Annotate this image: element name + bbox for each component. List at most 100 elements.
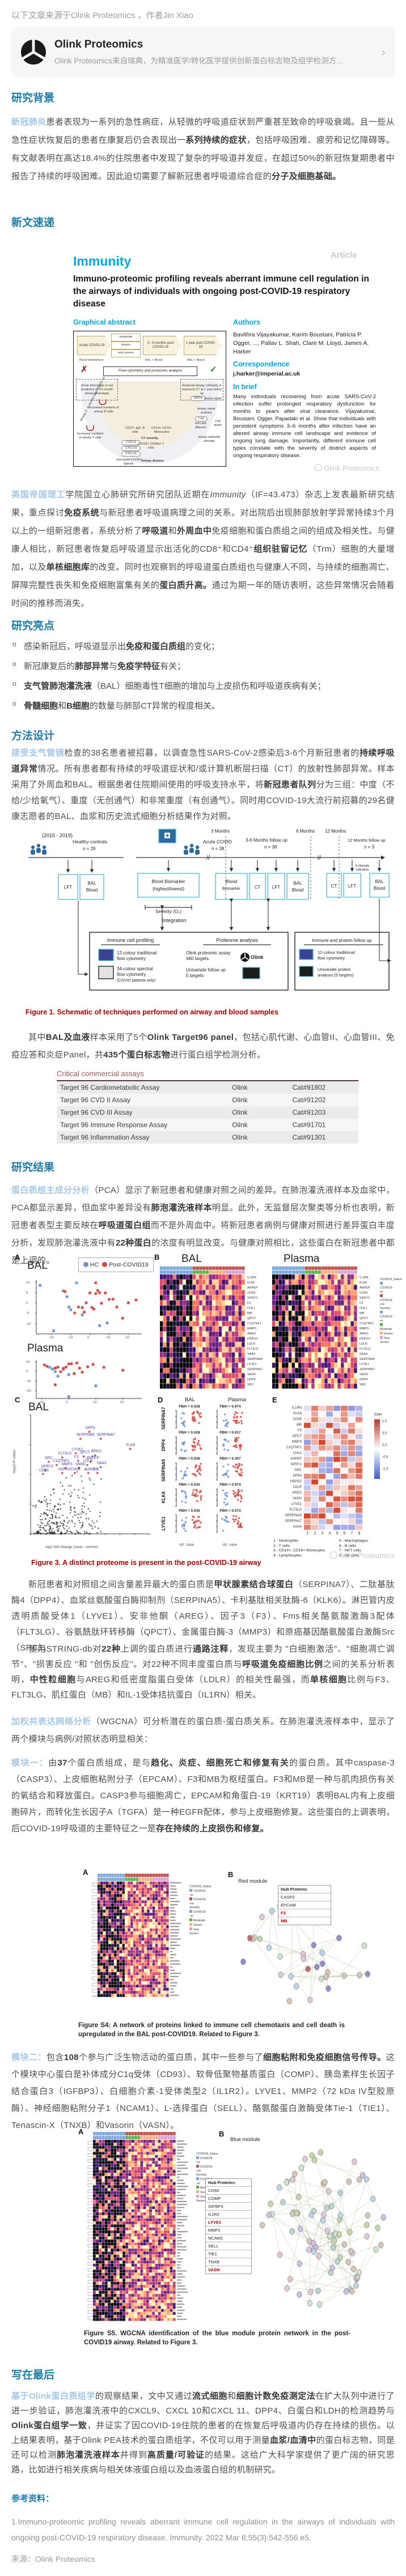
s4-hub-proteins: Hub Proteins CASP3 EPCAM F3 MB <box>278 1885 331 1925</box>
source-attribution: 以下文章来源于Olink Proteomics ，作者Jin Xiao <box>11 11 193 20</box>
figure1-schematic: (2015 - 2019) Healthy controls n = 29 Acute… <box>11 825 395 995</box>
volcano-plot <box>22 1414 152 1543</box>
olink-logo-icon <box>20 39 46 65</box>
pca-plasma-plot <box>25 1358 144 1406</box>
list-item: 新冠康复后的肺部异常与免疫学特征有关； <box>11 660 395 672</box>
svg-text:flow cytometry: flow cytometry <box>117 972 146 977</box>
svg-text:Blood: Blood <box>374 886 385 891</box>
panel-a-label: A <box>15 1253 20 1261</box>
corr-title: Corr <box>374 1413 382 1417</box>
pca-bal-title: BAL <box>27 1260 48 1272</box>
svg-text:6 Months: 6 Months <box>296 829 315 834</box>
account-description: Olink Proteomics来自瑞典，为精准医学/转化医学提供创新蛋白标志物… <box>54 57 343 65</box>
paragraph-module2: 模块二：包含108个参与广泛生物活动的蛋白质，其中一些参与了细胞粘附和免疫细胞信… <box>11 2053 395 2130</box>
svg-text:12 Months follow up: 12 Months follow up <box>348 838 386 843</box>
panel-a-label: A <box>83 1868 88 1876</box>
account-card[interactable]: Olink Proteomics Olink Proteomics来自瑞典，为精… <box>11 27 395 77</box>
svg-text:Severity (O₂): Severity (O₂) <box>155 909 181 914</box>
svg-text:if clinically: if clinically <box>356 864 370 868</box>
paragraph-module1: 模块一：由37个蛋白质组成，是与趋化、炎症、细胞死亡和修复有关的蛋白质。其中ca… <box>11 1758 395 1833</box>
svg-text:Olink proteomic assay: Olink proteomic assay <box>186 950 231 956</box>
paragraph-pca: 蛋白质组主成分分析（PCA）显示了新冠患者和健康对照之间的差异。在肺泡灌洗液样本… <box>11 1185 395 1265</box>
svg-text:Olink: Olink <box>251 954 264 960</box>
table-row: Target 96 Cardiometabolic Assay Olink Cat#… <box>57 1081 358 1094</box>
legend-hc: HC <box>83 1261 99 1268</box>
panel-d-label: D <box>158 1396 163 1404</box>
heading-results: 研究结果 <box>11 1162 55 1174</box>
paragraph-string: 使用STRING-db对22种上调的蛋白质进行通路注释，发现主要为 "白细胞激活… <box>11 1644 395 1700</box>
svg-text://: // <box>206 855 210 861</box>
heatmap-bal-row-labels: IL1RN KLK6 ANPEP CD59 SPRY2 F3 CHL1 MB QPCT C1QTN… <box>247 1276 263 1387</box>
svg-text:flow cytometry: flow cytometry <box>117 956 146 961</box>
svg-text:Immune cell profiling: Immune cell profiling <box>107 937 154 943</box>
svg-text:Biomarker: Biomarker <box>222 887 241 891</box>
list-item: 支气管肺泡灌洗液（BAL）细胞毒性T细胞的增加与上皮损伤和呼吸道疾病有关； <box>11 680 395 692</box>
paragraph-methods: 接受支气管镜检查的38名患者被招募，以调查急性SARS-CoV-2感染后3-6个… <box>11 748 395 821</box>
inbrief-text: Many individuals recovering from acute S… <box>233 394 376 459</box>
legend-case: Post-COVID19 <box>102 1261 149 1268</box>
table-row: Target 96 Inflammation Assay Olink Cat#913… <box>57 1131 358 1144</box>
strip-bal-header: BAL <box>185 1397 195 1403</box>
svg-text:Univariate protein: Univariate protein <box>318 967 351 972</box>
svg-text:BAL: BAL <box>87 881 96 886</box>
svg-text:n = 29: n = 29 <box>83 846 96 851</box>
figure-s5-caption: Figure S5. WGCNA identification of the b… <box>84 2330 350 2346</box>
svg-text:Blood: Blood <box>226 879 237 884</box>
panel-b-label: B <box>228 1870 234 1879</box>
figure-s4: A COVID19_Status COVID19 -ve COVID19 +ve Se… <box>11 1868 395 2016</box>
s4-heatmap <box>91 1874 184 1997</box>
watermark-logo-icon <box>314 464 322 471</box>
s4-module-label: Red module <box>238 1878 268 1884</box>
watermark: Olink Proteomics <box>329 1551 395 1560</box>
account-title: Olink Proteomics <box>54 39 143 50</box>
assay-table: Target 96 Cardiometabolic Assay Olink Cat#… <box>57 1081 358 1144</box>
panel-c-label: C <box>15 1396 20 1404</box>
svg-text://: // <box>318 855 322 861</box>
source-footer: 来源：Olink Proteomics <box>11 2554 95 2564</box>
figure3: A BAL HC Post-COVID19 Plasma B BAL Plasm… <box>12 1253 402 1560</box>
hc-dot-icon <box>83 1262 88 1267</box>
svg-text:(2015 - 2019): (2015 - 2019) <box>42 833 73 838</box>
heatmap-legend: COVID19_Status COVID19 -ve COVID19 +ve Seve… <box>380 1278 402 1344</box>
svg-text:n = 3: n = 3 <box>364 845 375 850</box>
reference-heading: 参考资料： <box>11 2494 54 2504</box>
pca-plasma-title: Plasma <box>27 1342 64 1354</box>
svg-text:12-colour traditional: 12-colour traditional <box>318 950 355 955</box>
celltype-legend-1: 1 - Neutrophils 2 - T cells 3 - CD14+, CD1… <box>273 1539 325 1558</box>
svg-text:(COVID patients only): (COVID patients only) <box>117 979 155 983</box>
panel-b-label: B <box>219 2130 225 2138</box>
heading-background: 研究背景 <box>11 92 55 104</box>
list-item: 骨髓细胞和B细胞的数量与肺部CT异常的程度相关。 <box>11 700 395 711</box>
s5-hub-proteins: Hub Proteins: CD93 COMP IGFBP3 IL1R2 LYVE1 MMP… <box>205 2178 252 2274</box>
s4-legend: COVID19_Status COVID19 -ve COVID19 +ve Seve… <box>189 1885 212 1935</box>
paragraph-final: 基于Olink蛋白质组学的观察结果，文中又通过流式细胞和细胞计数免疫测定法在扩大… <box>11 2391 395 2475</box>
assay-table-block: Critical commercial assays Target 96 Car… <box>57 1069 358 1144</box>
graphical-abstract-heading: Graphical abstract <box>73 318 136 326</box>
figure3-caption: Figure 3. A distinct proteome is present… <box>31 1559 261 1567</box>
paper-title: Immuno-proteomic profiling reveals aberr… <box>73 274 369 309</box>
reference-text: 1.Immuno-proteomic profiling reveals abe… <box>11 2517 395 2542</box>
svg-text:Proteome analysis: Proteome analysis <box>216 937 259 943</box>
svg-text:Blood: Blood <box>292 888 303 893</box>
heatmap-plasma <box>272 1266 357 1389</box>
table-row: Target 96 CVD II Assay Olink Cat#91202 <box>57 1094 358 1106</box>
svg-text:LFT: LFT <box>272 885 280 890</box>
case-dot-icon <box>102 1262 108 1267</box>
volcano-title: BAL <box>28 1401 49 1413</box>
correspondence-email: j.harker@imperial.ac.uk <box>233 370 301 377</box>
svg-text:Blood Biomarker: Blood Biomarker <box>151 879 185 884</box>
heading-news: 新文速递 <box>11 217 55 229</box>
chevron-right-icon[interactable]: › <box>381 45 386 59</box>
volcano-ylabel: -log10 P-value <box>12 1450 16 1474</box>
strip-plasma-header: Plasma <box>228 1397 246 1403</box>
svg-text:flow cytometry: flow cytometry <box>318 956 345 961</box>
pca-bal-plot <box>25 1278 144 1341</box>
paragraph-background: 新冠肺炎患者表现为一系列的急性病症，从轻微的呼吸道症状到严重甚至致命的呼吸衰竭。… <box>11 117 395 181</box>
authors-heading: Authors <box>233 318 260 326</box>
svg-text:n = 38: n = 38 <box>212 846 225 851</box>
svg-text:3-6 Months follow up: 3-6 Months follow up <box>246 838 287 843</box>
paragraph-study-intro: 英国帝国理工学院国立心肺研究所研究团队近期在Immunity（IF=43.473… <box>11 490 395 608</box>
strip-xlabels-bal: ctrl case <box>179 1543 194 1547</box>
